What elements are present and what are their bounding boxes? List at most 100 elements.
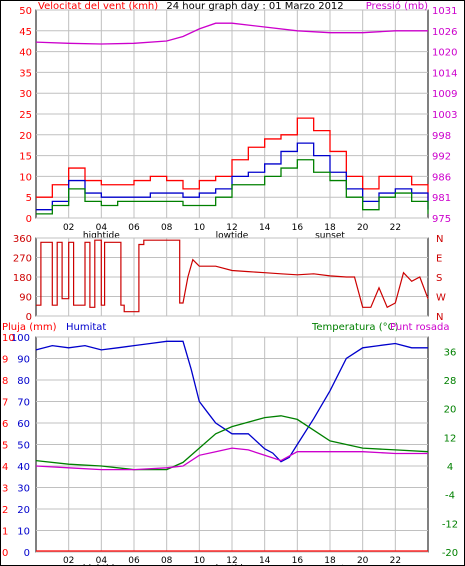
series-bearing-line	[36, 159, 429, 215]
rain-tick-label: 0	[2, 548, 8, 559]
temperature-tick-label: -12	[442, 519, 458, 530]
direction-tick-label: 90	[19, 293, 32, 304]
x-tick-label: 22	[390, 223, 401, 233]
y2-tick-label: 1009	[432, 89, 457, 100]
y2-tick-label: 1026	[432, 27, 457, 38]
x-tick-label: 18	[324, 556, 336, 566]
x-tick-label: 16	[292, 223, 304, 233]
y2-tick-label: 1031	[432, 6, 457, 17]
humidity-tick-label: 50	[17, 441, 30, 452]
series-humitat-line	[35, 340, 428, 463]
direction-tick-label: 360	[13, 234, 32, 245]
x-tick-label: 06	[128, 556, 140, 566]
dewpoint-axis-title: Punt rosada	[390, 322, 449, 333]
x-annotation: lowtide	[216, 564, 249, 566]
y-tick-label: 25	[19, 110, 32, 121]
x-tick-label: 08	[161, 556, 173, 566]
temperature-axis-title: Temperatura (°C)	[311, 322, 399, 333]
x-tick-label: 06	[128, 223, 140, 233]
y2-tick-label: 975	[432, 214, 451, 225]
x-tick-label: 14	[259, 556, 271, 566]
humidity-tick-label: 30	[17, 484, 30, 495]
humidity-tick-label: 70	[17, 398, 30, 409]
temperature-tick-label: 20	[444, 405, 457, 416]
x-annotation: sunset	[315, 231, 345, 241]
compass-label: N	[436, 312, 443, 323]
rain-tick-label: 9	[2, 355, 8, 366]
rain-tick-label: 5	[2, 441, 8, 452]
x-tick-label: 22	[390, 556, 401, 566]
x-tick-label: 02	[63, 556, 74, 566]
x-annotation: hightide	[83, 231, 120, 241]
y2-tick-label: 1003	[432, 110, 457, 121]
humidity-tick-label: 10	[17, 527, 30, 538]
humidity-tick-label: 60	[17, 419, 30, 430]
pressure-axis-title: Pressió (mb)	[366, 0, 428, 12]
humidity-tick-label: 90	[17, 355, 30, 366]
y-tick-label: 30	[19, 89, 32, 100]
y-tick-label: 5	[26, 193, 32, 204]
y-tick-label: 0	[26, 214, 32, 225]
series-mitjana-line	[36, 142, 429, 211]
series-temperatura-line	[35, 415, 429, 471]
y-tick-label: 15	[19, 152, 32, 163]
y-tick-label: 50	[19, 6, 32, 17]
y2-tick-label: 1014	[432, 68, 457, 79]
x-tick-label: 20	[357, 223, 369, 233]
x-annotation: hightide	[83, 564, 120, 566]
humidity-tick-label: 40	[17, 462, 30, 473]
rain-axis-title: Pluja (mm)	[2, 322, 57, 333]
y2-tick-label: 998	[432, 131, 451, 142]
wind-axis-title: Velocitat del vent (kmh)	[38, 1, 158, 12]
direction-tick-label: 0	[26, 312, 32, 323]
series-gust-line	[36, 117, 429, 202]
rain-tick-label: 7	[2, 398, 8, 409]
humidity-tick-label: 0	[24, 548, 30, 559]
y2-tick-label: 1020	[432, 48, 457, 59]
y-tick-label: 10	[19, 172, 32, 183]
compass-label: E	[436, 254, 442, 265]
x-tick-label: 20	[357, 556, 369, 566]
x-annotation: sunset	[315, 564, 345, 566]
temperature-tick-label: -20	[442, 548, 458, 559]
y2-tick-label: 981	[432, 193, 451, 204]
compass-label: N	[436, 234, 443, 245]
x-tick-label: 10	[194, 223, 206, 233]
rain-tick-label: 2	[2, 505, 8, 516]
temperature-tick-label: 4	[447, 462, 453, 473]
x-tick-label: 10	[194, 556, 206, 566]
humidity-tick-label: 80	[17, 376, 30, 387]
series-punt-rosada-line	[35, 447, 428, 471]
x-tick-label: 16	[292, 556, 304, 566]
y-tick-label: 20	[19, 131, 32, 142]
temperature-tick-label: 12	[444, 433, 457, 444]
y-tick-label: 40	[19, 48, 32, 59]
y-tick-label: 35	[19, 68, 32, 79]
x-tick-label: 14	[259, 223, 271, 233]
direction-tick-label: 180	[13, 273, 32, 284]
compass-label: S	[436, 273, 442, 284]
humidity-tick-label: 100	[11, 333, 30, 344]
humidity-tick-label: 20	[17, 505, 30, 516]
y2-tick-label: 992	[432, 152, 451, 163]
x-tick-label: 12	[226, 556, 237, 566]
y2-tick-label: 986	[432, 172, 451, 183]
rain-tick-label: 8	[2, 376, 8, 387]
x-tick-label: 04	[96, 223, 108, 233]
series-direction-line	[36, 239, 429, 313]
x-tick-label: 12	[226, 223, 237, 233]
chart-title: 24 hour graph day : 01 Marzo 2012	[166, 1, 343, 12]
rain-tick-label: 1	[2, 527, 8, 538]
humidity-axis-title: Humitat	[66, 322, 106, 333]
temperature-tick-label: -4	[445, 491, 455, 502]
y-tick-label: 45	[19, 27, 32, 38]
x-tick-label: 02	[63, 223, 74, 233]
x-tick-label: 04	[96, 556, 108, 566]
rain-tick-label: 4	[2, 462, 8, 473]
temperature-tick-label: 36	[444, 347, 457, 358]
rain-tick-label: 10	[2, 333, 15, 344]
direction-tick-label: 270	[13, 254, 32, 265]
x-tick-label: 18	[324, 223, 336, 233]
rain-tick-label: 6	[2, 419, 8, 430]
